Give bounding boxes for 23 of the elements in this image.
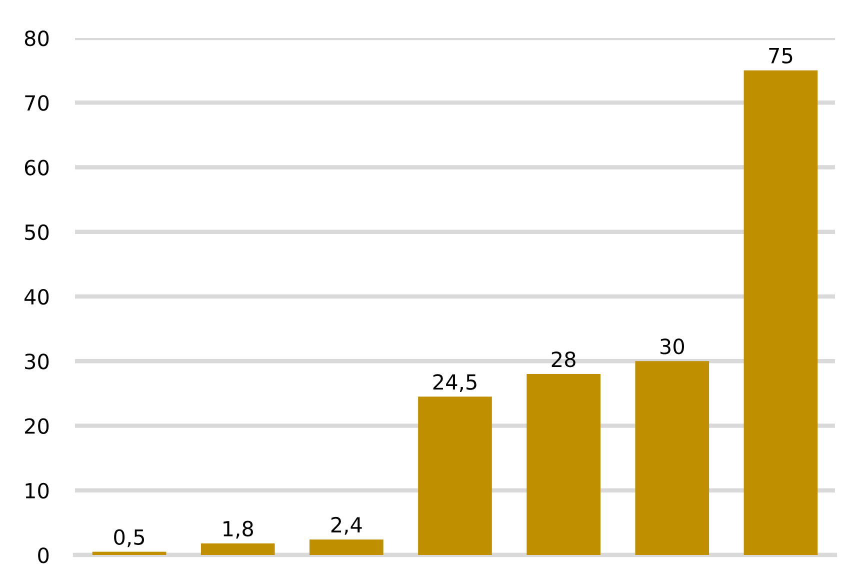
bar (635, 361, 710, 555)
bar (418, 396, 492, 555)
data-label: 2,4 (331, 516, 362, 535)
data-label: 24,5 (433, 374, 476, 392)
y-tick-label: 70 (25, 95, 49, 111)
data-label: 75 (769, 48, 792, 64)
y-tick-label: 50 (25, 224, 49, 240)
bar (526, 374, 600, 555)
bar (200, 543, 275, 555)
data-label: 0,5 (114, 529, 144, 548)
data-label: 1,8 (224, 520, 253, 539)
y-tick-label: 10 (26, 482, 49, 499)
y-tick-label: 0 (38, 547, 49, 564)
y-tick-label: 60 (24, 160, 49, 176)
y-tick-label: 20 (25, 418, 49, 434)
bar (310, 539, 384, 555)
y-tick-label: 40 (24, 288, 49, 305)
y-tick-label: 30 (25, 354, 49, 370)
bar (744, 70, 818, 555)
y-tick-label: 80 (24, 30, 49, 46)
bar (92, 552, 166, 555)
data-label: 30 (660, 338, 684, 354)
data-label: 28 (552, 351, 576, 368)
